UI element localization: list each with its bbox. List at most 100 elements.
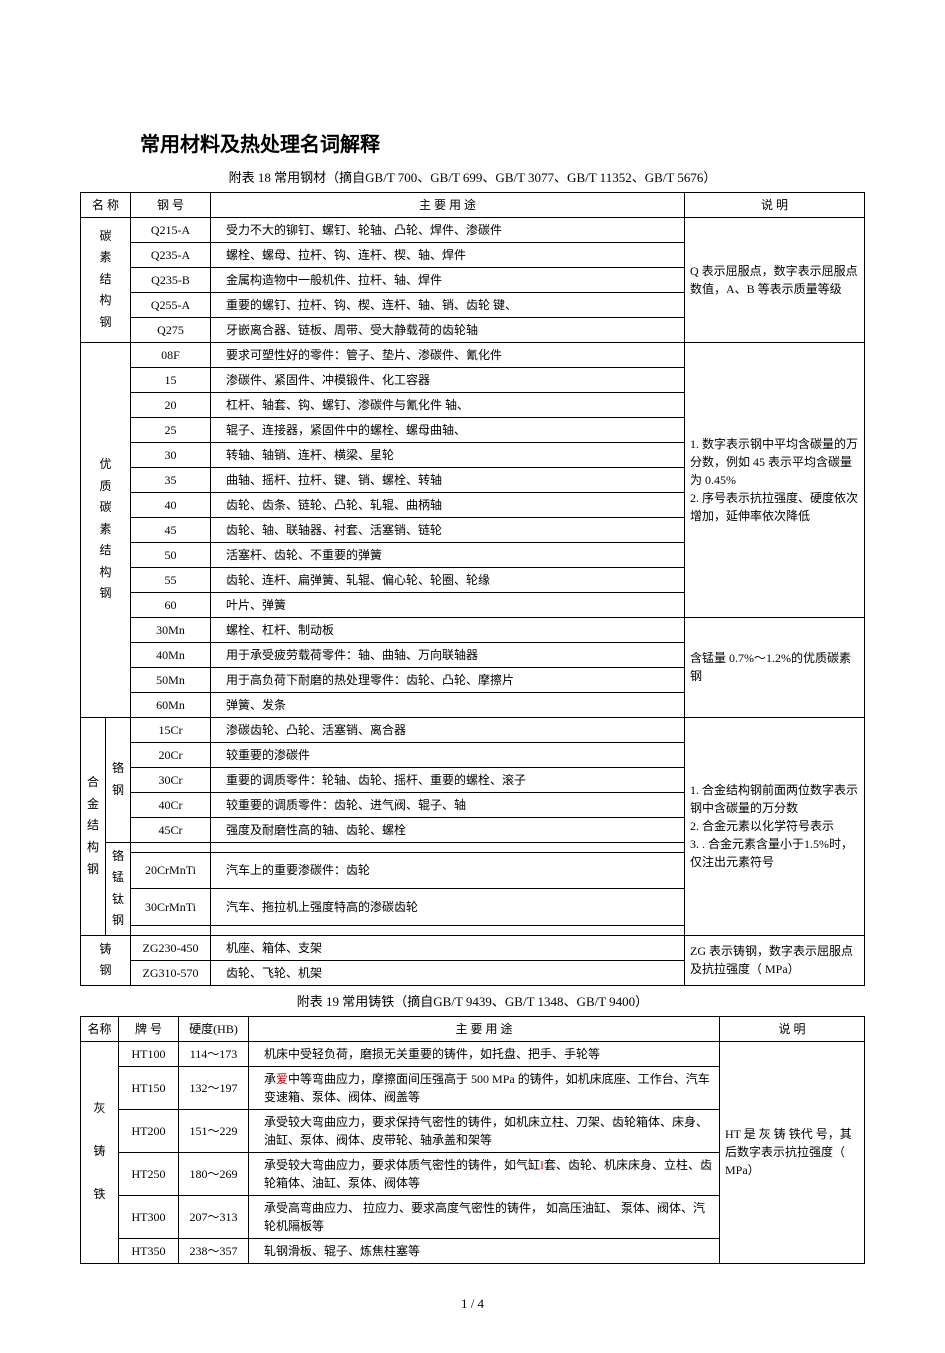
cell-hardness: 207～313 bbox=[179, 1195, 249, 1238]
subgroup-name: 铬锰钛钢 bbox=[106, 842, 131, 935]
cell-hardness: 238～357 bbox=[179, 1238, 249, 1263]
cell-use: 转轴、轴销、连杆、横梁、星轮 bbox=[211, 442, 685, 467]
cell-use: 较重要的渗碳件 bbox=[211, 742, 685, 767]
cell-grade: Q235-A bbox=[131, 242, 211, 267]
cell-use: 螺栓、杠杆、制动板 bbox=[211, 617, 685, 642]
cell-grade: 40Cr bbox=[131, 792, 211, 817]
cell-desc: HT 是 灰 铸 铁代 号，其后数字表示抗拉强度（ MPa） bbox=[720, 1041, 865, 1263]
cell-use: 齿轮、连杆、扁弹簧、轧辊、偏心轮、轮圈、轮缘 bbox=[211, 567, 685, 592]
table-row: 优质碳素结构钢 08F 要求可塑性好的零件：管子、垫片、渗碳件、氰化件 1. 数… bbox=[81, 342, 865, 367]
cell-grade: 30Mn bbox=[131, 617, 211, 642]
th-desc: 说 明 bbox=[720, 1016, 865, 1041]
cell-use: 承爱中等弯曲应力，摩擦面间压强高于 500 MPa 的铸件，如机床底座、工作台、… bbox=[249, 1066, 720, 1109]
cell-use: 较重要的调质零件：齿轮、进气阀、辊子、轴 bbox=[211, 792, 685, 817]
cell-use: 杠杆、轴套、钩、螺钉、渗碳件与氰化件 轴、 bbox=[211, 392, 685, 417]
cell-grade: ZG230-450 bbox=[131, 935, 211, 960]
table19-caption: 附表 19 常用铸铁（摘自GB/T 9439、GB/T 1348、GB/T 94… bbox=[80, 992, 865, 1012]
table18: 名 称 钢 号 主 要 用 途 说 明 碳素结构钢 Q215-A 受力不大的铆钉… bbox=[80, 192, 865, 987]
cell-use: 牙嵌离合器、链板、周带、受大静载荷的齿轮轴 bbox=[211, 317, 685, 342]
cell-use: 受力不大的铆钉、螺钉、轮轴、凸轮、焊件、渗碳件 bbox=[211, 217, 685, 242]
cell-grade: Q215-A bbox=[131, 217, 211, 242]
cell-grade: HT350 bbox=[119, 1238, 179, 1263]
cell-grade: 40Mn bbox=[131, 642, 211, 667]
table-row: 铸钢 ZG230-450 机座、箱体、支架 ZG 表示铸钢，数字表示屈服点及抗拉… bbox=[81, 935, 865, 960]
table-row: 合金结构钢 铬钢 15Cr 渗碳齿轮、凸轮、活塞销、离合器 1. 合金结构钢前面… bbox=[81, 717, 865, 742]
cell-grade: HT150 bbox=[119, 1066, 179, 1109]
cell-grade: 60Mn bbox=[131, 692, 211, 717]
cell-hardness: 132～197 bbox=[179, 1066, 249, 1109]
cell-use: 活塞杆、齿轮、不重要的弹簧 bbox=[211, 542, 685, 567]
cell-use: 齿轮、轴、联轴器、衬套、活塞销、链轮 bbox=[211, 517, 685, 542]
cell-grade bbox=[131, 842, 211, 852]
cell-use bbox=[211, 842, 685, 852]
cell-grade: 20 bbox=[131, 392, 211, 417]
cell-grade: 20Cr bbox=[131, 742, 211, 767]
cell-grade: 50Mn bbox=[131, 667, 211, 692]
table-row: 30Mn 螺栓、杠杆、制动板 含锰量 0.7%～1.2%的优质碳素钢 bbox=[81, 617, 865, 642]
cell-grade: 20CrMnTi bbox=[131, 852, 211, 888]
cell-grade: ZG310-570 bbox=[131, 960, 211, 985]
cell-grade: 30CrMnTi bbox=[131, 889, 211, 925]
table-header-row: 名称 牌 号 硬度(HB) 主 要 用 途 说 明 bbox=[81, 1016, 865, 1041]
cell-use: 重要的调质零件：轮轴、齿轮、摇杆、重要的螺栓、滚子 bbox=[211, 767, 685, 792]
document-title: 常用材料及热处理名词解释 bbox=[140, 130, 865, 160]
th-name: 名 称 bbox=[81, 192, 131, 217]
cell-use: 渗碳件、紧固件、冲模锻件、化工容器 bbox=[211, 367, 685, 392]
cell-use: 汽车、拖拉机上强度特高的渗碳齿轮 bbox=[211, 889, 685, 925]
cell-desc: 含锰量 0.7%～1.2%的优质碳素钢 bbox=[685, 617, 865, 717]
group-name: 碳素结构钢 bbox=[81, 217, 131, 342]
cell-grade: HT200 bbox=[119, 1109, 179, 1152]
cell-use: 螺栓、螺母、拉杆、钩、连杆、楔、轴、焊件 bbox=[211, 242, 685, 267]
group-name: 灰铸铁 bbox=[81, 1041, 119, 1263]
cell-grade: 45Cr bbox=[131, 817, 211, 842]
cell-use: 用于承受疲劳载荷零件：轴、曲轴、万向联轴器 bbox=[211, 642, 685, 667]
cell-hardness: 114～173 bbox=[179, 1041, 249, 1066]
cell-grade: Q235-B bbox=[131, 267, 211, 292]
table-row: 碳素结构钢 Q215-A 受力不大的铆钉、螺钉、轮轴、凸轮、焊件、渗碳件 Q 表… bbox=[81, 217, 865, 242]
cell-use: 金属构造物中一般机件、拉杆、轴、焊件 bbox=[211, 267, 685, 292]
cell-grade: HT250 bbox=[119, 1152, 179, 1195]
th-use: 主 要 用 途 bbox=[211, 192, 685, 217]
th-desc: 说 明 bbox=[685, 192, 865, 217]
cell-use: 承受较大弯曲应力，要求保持气密性的铸件，如机床立柱、刀架、齿轮箱体、床身、油缸、… bbox=[249, 1109, 720, 1152]
th-grade: 牌 号 bbox=[119, 1016, 179, 1041]
group-name: 优质碳素结构钢 bbox=[81, 342, 131, 717]
cell-grade bbox=[131, 925, 211, 935]
cell-grade: 35 bbox=[131, 467, 211, 492]
cell-hardness: 151～229 bbox=[179, 1109, 249, 1152]
cell-grade: 08F bbox=[131, 342, 211, 367]
group-name: 铸钢 bbox=[81, 935, 131, 985]
subgroup-name: 铬钢 bbox=[106, 717, 131, 842]
th-grade: 钢 号 bbox=[131, 192, 211, 217]
table18-caption: 附表 18 常用钢材（摘自GB/T 700、GB/T 699、GB/T 3077… bbox=[80, 168, 865, 188]
cell-use: 叶片、弹簧 bbox=[211, 592, 685, 617]
cell-grade: HT300 bbox=[119, 1195, 179, 1238]
cell-use: 汽车上的重要渗碳件：齿轮 bbox=[211, 852, 685, 888]
cell-use: 曲轴、摇杆、拉杆、键、销、螺栓、转轴 bbox=[211, 467, 685, 492]
cell-grade: 15Cr bbox=[131, 717, 211, 742]
cell-use bbox=[211, 925, 685, 935]
cell-use: 重要的螺钉、拉杆、钩、楔、连杆、轴、销、齿轮 键、 bbox=[211, 292, 685, 317]
th-name: 名称 bbox=[81, 1016, 119, 1041]
cell-use: 渗碳齿轮、凸轮、活塞销、离合器 bbox=[211, 717, 685, 742]
cell-grade: 55 bbox=[131, 567, 211, 592]
th-hard: 硬度(HB) bbox=[179, 1016, 249, 1041]
cell-grade: 30Cr bbox=[131, 767, 211, 792]
cell-desc: ZG 表示铸钢，数字表示屈服点及抗拉强度（ MPa） bbox=[685, 935, 865, 985]
cell-desc: 1. 数字表示钢中平均含碳量的万分数，例如 45 表示平均含碳量为 0.45% … bbox=[685, 342, 865, 617]
cell-grade: Q255-A bbox=[131, 292, 211, 317]
cell-grade: 45 bbox=[131, 517, 211, 542]
cell-desc: Q 表示屈服点，数字表示屈服点数值，A、B 等表示质量等级 bbox=[685, 217, 865, 342]
cell-desc: 1. 合金结构钢前面两位数字表示钢中含碳量的万分数 2. 合金元素以化学符号表示… bbox=[685, 717, 865, 935]
page-footer: 1 / 4 bbox=[80, 1294, 865, 1314]
cell-grade: 40 bbox=[131, 492, 211, 517]
cell-grade: 50 bbox=[131, 542, 211, 567]
group-name: 合金结构钢 bbox=[81, 717, 106, 935]
cell-grade: 25 bbox=[131, 417, 211, 442]
cell-use: 轧钢滑板、辊子、炼焦柱塞等 bbox=[249, 1238, 720, 1263]
cell-grade: 60 bbox=[131, 592, 211, 617]
cell-use: 强度及耐磨性高的轴、齿轮、螺栓 bbox=[211, 817, 685, 842]
cell-use: 辊子、连接器，紧固件中的螺栓、螺母曲轴、 bbox=[211, 417, 685, 442]
cell-use: 机座、箱体、支架 bbox=[211, 935, 685, 960]
cell-grade: 30 bbox=[131, 442, 211, 467]
